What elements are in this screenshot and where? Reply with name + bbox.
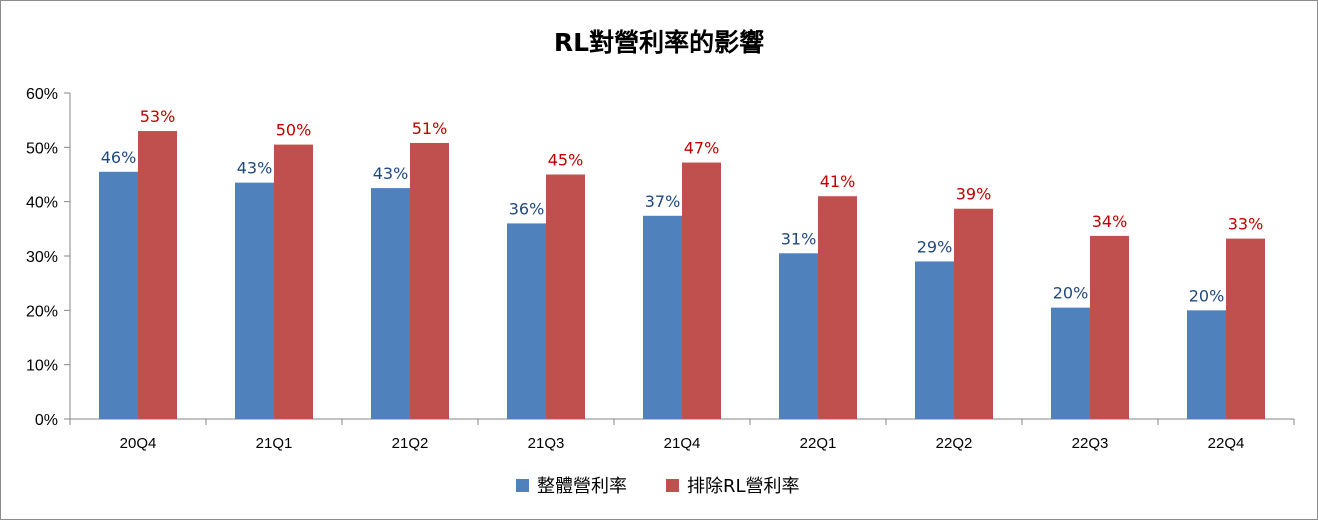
- y-tick-label: 40%: [26, 195, 58, 212]
- data-label: 31%: [781, 229, 817, 248]
- y-tick-label: 30%: [26, 249, 58, 266]
- legend-entry: 整體營利率: [537, 476, 627, 497]
- x-tick-label: 22Q1: [800, 435, 837, 452]
- x-tick-label: 21Q4: [664, 435, 701, 452]
- data-label: 45%: [548, 151, 584, 170]
- chart-title: RL對營利率的影響: [554, 28, 764, 57]
- data-label: 37%: [645, 192, 681, 211]
- data-label: 33%: [1228, 215, 1264, 234]
- y-tick-label: 0%: [35, 412, 58, 429]
- bar-overall: [99, 171, 138, 419]
- legend-entry: 排除RL營利率: [687, 476, 800, 497]
- data-label: 20%: [1189, 286, 1225, 305]
- bar-overall: [779, 253, 818, 419]
- x-tick-label: 21Q1: [256, 435, 293, 452]
- data-label: 46%: [101, 148, 137, 167]
- x-tick-label: 20Q4: [120, 435, 157, 452]
- data-label: 50%: [276, 121, 312, 140]
- data-label: 43%: [373, 164, 409, 183]
- y-tick-label: 60%: [26, 86, 58, 103]
- bar-excl-rl: [682, 162, 721, 419]
- legend: 整體營利率 排除RL營利率: [516, 476, 800, 497]
- x-tick-label: 21Q3: [528, 435, 565, 452]
- bar-excl-rl: [274, 144, 313, 419]
- bar-excl-rl: [954, 208, 993, 419]
- data-label: 39%: [956, 185, 992, 204]
- data-label: 41%: [820, 172, 856, 191]
- bar-overall: [1051, 307, 1090, 419]
- data-label: 34%: [1092, 212, 1128, 231]
- bar-overall: [371, 188, 410, 419]
- y-tick-label: 20%: [26, 303, 58, 320]
- data-label: 53%: [140, 107, 176, 126]
- data-labels: 46%53%43%50%43%51%36%45%37%47%31%41%29%3…: [101, 107, 1264, 305]
- data-label: 29%: [917, 237, 953, 256]
- bars: [99, 131, 1265, 420]
- y-tick-label: 50%: [26, 140, 58, 157]
- x-tick-label: 22Q3: [1072, 435, 1109, 452]
- data-label: 36%: [509, 199, 545, 218]
- y-tick-label: 10%: [26, 358, 58, 375]
- data-label: 51%: [412, 119, 448, 138]
- data-label: 20%: [1053, 284, 1089, 303]
- bar-overall: [1187, 310, 1226, 419]
- data-label: 43%: [237, 159, 273, 178]
- bar-excl-rl: [818, 196, 857, 419]
- bar-overall: [507, 223, 546, 419]
- legend-swatch: [516, 479, 529, 492]
- legend-swatch: [666, 479, 679, 492]
- data-label: 47%: [684, 139, 720, 158]
- bar-overall: [235, 182, 274, 419]
- bar-excl-rl: [546, 174, 585, 419]
- bar-overall: [915, 261, 954, 419]
- bar-overall: [643, 215, 682, 419]
- x-tick-label: 22Q2: [936, 435, 973, 452]
- x-tick-label: 22Q4: [1208, 435, 1245, 452]
- x-tick-label: 21Q2: [392, 435, 429, 452]
- bar-excl-rl: [410, 142, 449, 419]
- bar-excl-rl: [1090, 235, 1129, 419]
- bar-excl-rl: [1226, 238, 1265, 419]
- bar-excl-rl: [138, 131, 177, 420]
